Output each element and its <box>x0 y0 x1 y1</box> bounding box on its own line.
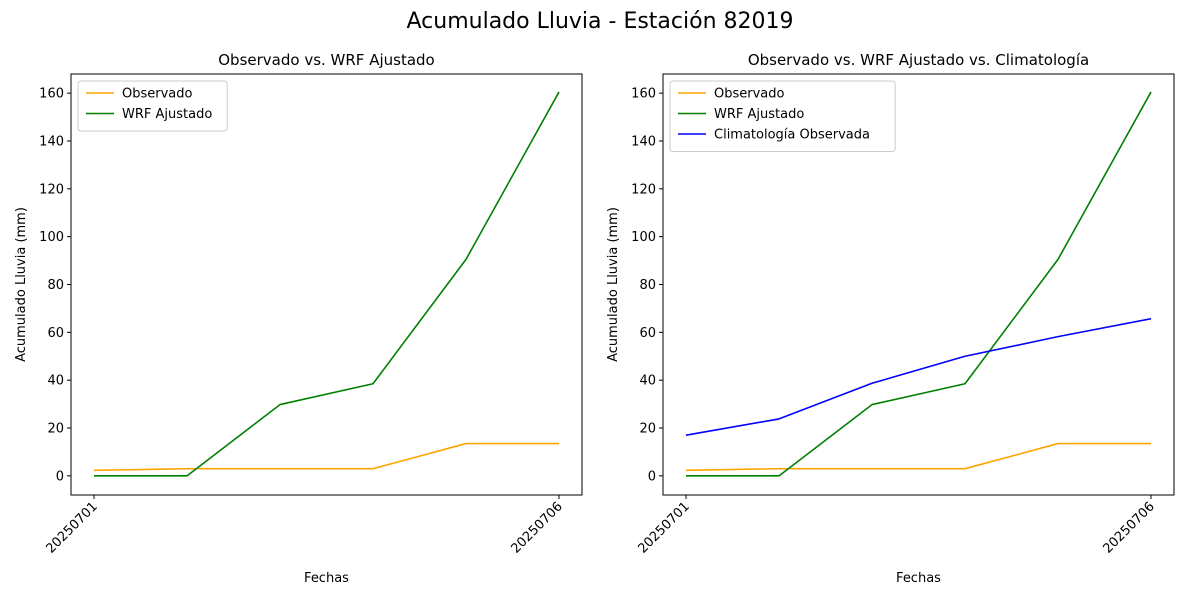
plot1-y-tick-label: 0 <box>56 469 64 484</box>
plot2-legend-label-2: WRF Ajustado <box>714 107 804 122</box>
plot2-x-tick-label: 20250706 <box>1100 499 1157 556</box>
plot1-legend-box <box>77 80 228 132</box>
plot2-y-tick-label: 40 <box>639 374 656 389</box>
plot1-y-tick-label: 80 <box>47 278 64 293</box>
plot2-panel: 0 20 40 60 80 100 120 140 160 20250701 20250706 Obs… <box>606 51 1175 586</box>
plot1-y-tick-label: 160 <box>39 87 64 102</box>
plot1-y-axis-label: Acumulado Lluvia (mm) <box>14 207 29 362</box>
plot2-legend-label-1: Observado <box>714 87 785 102</box>
plot2-legend: Observado WRF Ajustado Climatología Observ… <box>669 80 896 152</box>
plot2-y-tick-label: 140 <box>631 134 656 149</box>
plot2-legend-label-3: Climatología Observada <box>714 128 870 143</box>
plot2-x-axis-label: Fechas <box>896 571 941 586</box>
plot2-series-line-3 <box>685 317 1152 436</box>
plot2-y-tick-label: 160 <box>631 87 656 102</box>
plot1-legend-label-1: Observado <box>122 87 193 102</box>
plot1-y-tick-label: 120 <box>39 182 64 197</box>
plot2-x-tick-label: 20250701 <box>635 499 692 556</box>
plot1-legend: Observado WRF Ajustado <box>77 80 228 132</box>
plot2-y-tick-label: 0 <box>648 469 656 484</box>
plot2-y-tick-label: 80 <box>639 278 656 293</box>
plot2-y-tick-label: 100 <box>631 230 656 245</box>
plot1-x-tick-label: 20250701 <box>43 499 100 556</box>
plot1-y-tick-label: 20 <box>47 422 64 437</box>
plot1-y-tick-label: 60 <box>47 326 64 341</box>
plot2-title: Observado vs. WRF Ajustado vs. Climatolo… <box>748 51 1089 69</box>
plot1-panel: 0 20 40 60 80 100 120 140 160 20250701 20250706 Obs… <box>14 51 583 586</box>
plot2-series-line-1 <box>685 442 1152 472</box>
plot1-series-line-1 <box>93 442 559 472</box>
plot2-series-line-2 <box>686 91 1152 477</box>
plot1-title: Observado vs. WRF Ajustado <box>218 51 434 69</box>
plot1-axes-frame <box>70 73 583 496</box>
plot1-series-line-2 <box>94 91 560 477</box>
plot2-y-axis-label: Acumulado Lluvia (mm) <box>606 207 621 362</box>
plot1-y-tick-label: 140 <box>39 134 64 149</box>
plot1-x-tick-label: 20250706 <box>508 499 565 556</box>
plot2-y-tick-label: 20 <box>639 422 656 437</box>
plot1-y-tick-label: 40 <box>47 374 64 389</box>
plot2-legend-box <box>669 80 896 152</box>
plot1-x-axis-label: Fechas <box>304 571 349 586</box>
page-title: Acumulado Lluvia - Estación 82019 <box>406 9 794 34</box>
plot1-legend-label-2: WRF Ajustado <box>122 107 212 122</box>
plot1-y-tick-label: 100 <box>39 230 64 245</box>
plot2-y-tick-label: 60 <box>639 326 656 341</box>
plot2-y-tick-label: 120 <box>631 182 656 197</box>
